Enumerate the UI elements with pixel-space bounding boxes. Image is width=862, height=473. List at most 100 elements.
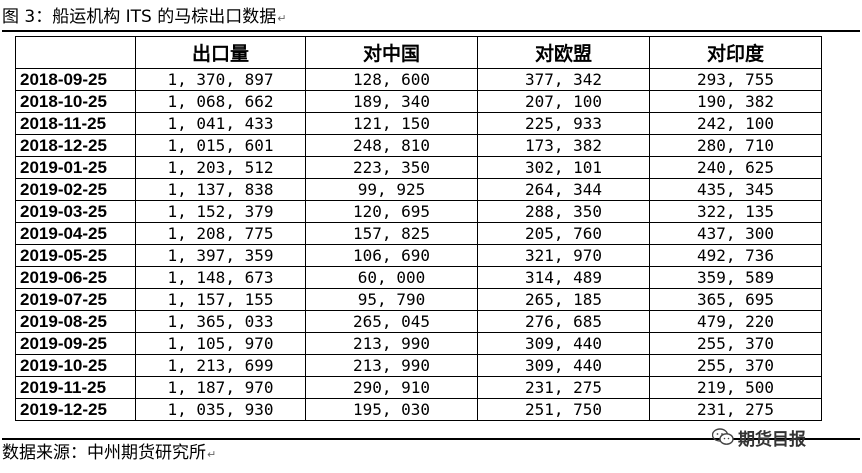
figure-title: 图 3：船运机构 ITS 的马棕出口数据 — [2, 7, 277, 27]
cell-eu: 302, 101 — [477, 156, 650, 179]
table-row: 2019-08-25 1, 365, 033 265, 045 276, 685 479… — [15, 310, 822, 333]
cell-india: 242, 100 — [649, 112, 822, 135]
cell-export: 1, 397, 359 — [135, 244, 306, 267]
cell-eu: 265, 185 — [477, 288, 650, 311]
cell-india: 255, 370 — [649, 354, 822, 377]
cell-china: 265, 045 — [305, 310, 478, 333]
table-row: 2019-03-25 1, 152, 379 120, 695 288, 350 322… — [15, 200, 822, 223]
cell-eu: 309, 440 — [477, 354, 650, 377]
table-row: 2019-12-25 1, 035, 930 195, 030 251, 750 231… — [15, 398, 822, 421]
table-row: 2019-04-25 1, 208, 775 157, 825 205, 760 437… — [15, 222, 822, 245]
cell-export: 1, 213, 699 — [135, 354, 306, 377]
table-header-row: 出口量 对中国 对欧盟 对印度 — [15, 36, 822, 69]
cell-eu: 207, 100 — [477, 90, 650, 113]
cell-india: 322, 135 — [649, 200, 822, 223]
cell-export: 1, 370, 897 — [135, 68, 306, 91]
header-india: 对印度 — [649, 36, 822, 69]
row-date: 2019-03-25 — [15, 200, 136, 223]
cell-india: 437, 300 — [649, 222, 822, 245]
row-date: 2019-05-25 — [15, 244, 136, 267]
row-date: 2019-09-25 — [15, 332, 136, 355]
cell-china: 223, 350 — [305, 156, 478, 179]
cell-china: 121, 150 — [305, 112, 478, 135]
cell-eu: 309, 440 — [477, 332, 650, 355]
cell-export: 1, 157, 155 — [135, 288, 306, 311]
cell-export: 1, 035, 930 — [135, 398, 306, 421]
table-row: 2019-05-25 1, 397, 359 106, 690 321, 970 492… — [15, 244, 822, 267]
table-row: 2019-09-25 1, 105, 970 213, 990 309, 440 255… — [15, 332, 822, 355]
footer-rule — [2, 438, 860, 440]
watermark: 期货目报 — [712, 424, 806, 450]
cell-export: 1, 203, 512 — [135, 156, 306, 179]
paragraph-mark: ↵ — [277, 12, 287, 25]
table-row: 2018-12-25 1, 015, 601 248, 810 173, 382 280… — [15, 134, 822, 157]
cell-china: 290, 910 — [305, 376, 478, 399]
cell-eu: 173, 382 — [477, 134, 650, 157]
header-china: 对中国 — [305, 36, 478, 69]
cell-export: 1, 365, 033 — [135, 310, 306, 333]
cell-export: 1, 148, 673 — [135, 266, 306, 289]
row-date: 2018-12-25 — [15, 134, 136, 157]
cell-eu: 231, 275 — [477, 376, 650, 399]
cell-china: 248, 810 — [305, 134, 478, 157]
cell-india: 492, 736 — [649, 244, 822, 267]
table-row: 2018-10-25 1, 068, 662 189, 340 207, 100 190… — [15, 90, 822, 113]
header-corner — [15, 36, 136, 69]
row-date: 2018-11-25 — [15, 112, 136, 135]
cell-india: 280, 710 — [649, 134, 822, 157]
row-date: 2019-11-25 — [15, 376, 136, 399]
cell-eu: 225, 933 — [477, 112, 650, 135]
cell-china: 60, 000 — [305, 266, 478, 289]
cell-export: 1, 068, 662 — [135, 90, 306, 113]
cell-india: 293, 755 — [649, 68, 822, 91]
cell-china: 213, 990 — [305, 354, 478, 377]
header-export: 出口量 — [135, 36, 306, 69]
cell-china: 95, 790 — [305, 288, 478, 311]
cell-eu: 288, 350 — [477, 200, 650, 223]
source-note: 数据来源：中州期货研究所↵ — [2, 438, 860, 468]
table-row: 2018-11-25 1, 041, 433 121, 150 225, 933 242… — [15, 112, 822, 135]
caption-rule — [2, 30, 860, 32]
row-date: 2019-01-25 — [15, 156, 136, 179]
table-row: 2019-10-25 1, 213, 699 213, 990 309, 440 255… — [15, 354, 822, 377]
cell-eu: 264, 344 — [477, 178, 650, 201]
cell-eu: 321, 970 — [477, 244, 650, 267]
paragraph-mark: ↵ — [207, 448, 217, 461]
table-row: 2019-01-25 1, 203, 512 223, 350 302, 101 240… — [15, 156, 822, 179]
cell-eu: 251, 750 — [477, 398, 650, 421]
table-row: 2019-11-25 1, 187, 970 290, 910 231, 275 219… — [15, 376, 822, 399]
watermark-text: 期货目报 — [738, 429, 806, 450]
row-date: 2018-10-25 — [15, 90, 136, 113]
cell-china: 120, 695 — [305, 200, 478, 223]
cell-export: 1, 187, 970 — [135, 376, 306, 399]
cell-india: 190, 382 — [649, 90, 822, 113]
cell-eu: 377, 342 — [477, 68, 650, 91]
cell-eu: 276, 685 — [477, 310, 650, 333]
row-date: 2019-06-25 — [15, 266, 136, 289]
cell-eu: 314, 489 — [477, 266, 650, 289]
row-date: 2018-09-25 — [15, 68, 136, 91]
row-date: 2019-02-25 — [15, 178, 136, 201]
cell-china: 128, 600 — [305, 68, 478, 91]
cell-china: 195, 030 — [305, 398, 478, 421]
figure-caption: 图 3：船运机构 ITS 的马棕出口数据↵ — [2, 2, 860, 32]
row-date: 2019-04-25 — [15, 222, 136, 245]
cell-china: 99, 925 — [305, 178, 478, 201]
export-data-table: 出口量 对中国 对欧盟 对印度 2018-09-25 1, 370, 897 128… — [15, 36, 822, 421]
row-date: 2019-10-25 — [15, 354, 136, 377]
table-row: 2019-06-25 1, 148, 673 60, 000 314, 489 359,… — [15, 266, 822, 289]
cell-india: 359, 589 — [649, 266, 822, 289]
cell-export: 1, 137, 838 — [135, 178, 306, 201]
cell-india: 219, 500 — [649, 376, 822, 399]
table-row: 2019-07-25 1, 157, 155 95, 790 265, 185 365,… — [15, 288, 822, 311]
source-text: 数据来源：中州期货研究所 — [2, 443, 206, 463]
cell-china: 213, 990 — [305, 332, 478, 355]
cell-export: 1, 015, 601 — [135, 134, 306, 157]
cell-india: 255, 370 — [649, 332, 822, 355]
cell-export: 1, 105, 970 — [135, 332, 306, 355]
cell-china: 189, 340 — [305, 90, 478, 113]
wechat-icon — [712, 428, 734, 445]
cell-export: 1, 041, 433 — [135, 112, 306, 135]
cell-china: 157, 825 — [305, 222, 478, 245]
cell-eu: 205, 760 — [477, 222, 650, 245]
